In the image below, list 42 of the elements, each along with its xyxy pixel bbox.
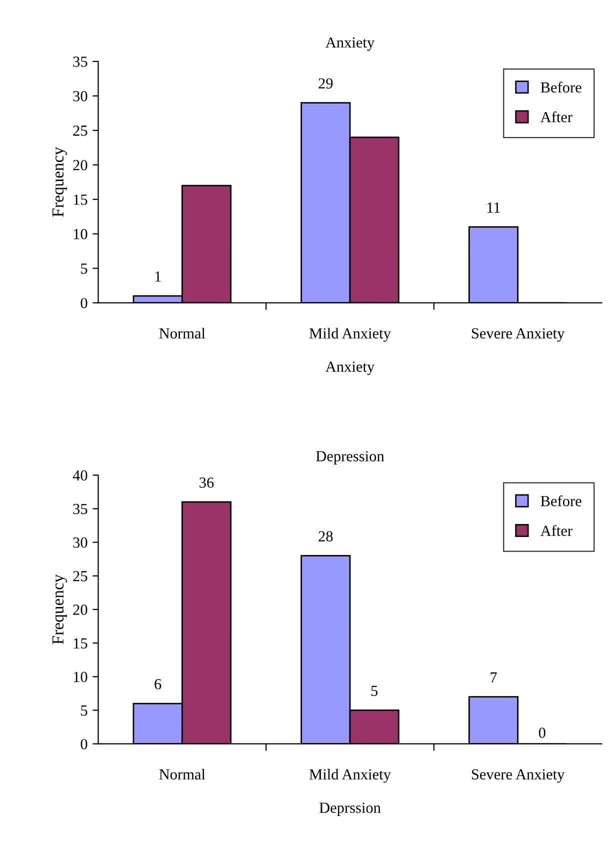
- x-tick-label: Mild Anxiety: [309, 768, 391, 783]
- y-tick-label: 20: [73, 160, 88, 170]
- y-tick-label: 35: [73, 56, 88, 67]
- x-tick-label: Mild Anxiety: [309, 328, 391, 342]
- y-tick-label: 0: [80, 298, 88, 308]
- data-label: 1: [155, 271, 161, 282]
- y-tick-label: 30: [73, 91, 88, 102]
- x-tick-label: Normal: [159, 328, 206, 339]
- x-tick-label: Normal: [159, 768, 206, 780]
- data-label: 28: [318, 531, 333, 542]
- y-tick-label: 0: [80, 738, 88, 750]
- data-label: 29: [318, 78, 333, 89]
- data-label: 36: [200, 478, 214, 488]
- data-label: 7: [490, 672, 497, 682]
- y-tick-label: 30: [73, 537, 88, 548]
- x-tick-label: Severe Anxiety: [472, 328, 565, 342]
- data-label: 6: [154, 679, 162, 690]
- y-tick-label: 25: [73, 571, 88, 582]
- y-tick-label: 35: [73, 504, 88, 514]
- x-axis-title: Deprssion: [319, 802, 381, 816]
- data-label: 5: [371, 686, 378, 696]
- y-tick-label: 40: [72, 470, 88, 481]
- x-axis-title: Anxiety: [326, 362, 375, 376]
- legend-label: Before: [540, 495, 582, 506]
- y-tick-label: 5: [81, 264, 88, 274]
- data-label: 11: [487, 202, 500, 213]
- legend-label: After: [540, 111, 572, 122]
- y-tick-label: 10: [74, 228, 88, 240]
- legend-label: After: [540, 525, 572, 536]
- data-label: 0: [538, 728, 546, 738]
- chart-title: Depression: [316, 451, 384, 464]
- y-tick-label: 25: [73, 126, 88, 136]
- y-tick-label: 20: [73, 604, 88, 615]
- y-axis-title: Frequency: [52, 574, 67, 644]
- y-axis-title: Frequency: [52, 147, 67, 217]
- y-tick-label: 5: [81, 706, 88, 716]
- legend-label: Before: [540, 82, 582, 93]
- x-tick-label: Severe Anxiety: [472, 769, 565, 783]
- y-tick-label: 15: [74, 194, 88, 205]
- y-tick-label: 15: [74, 638, 88, 649]
- chart-title: Anxiety: [326, 37, 375, 51]
- y-tick-label: 10: [74, 672, 88, 682]
